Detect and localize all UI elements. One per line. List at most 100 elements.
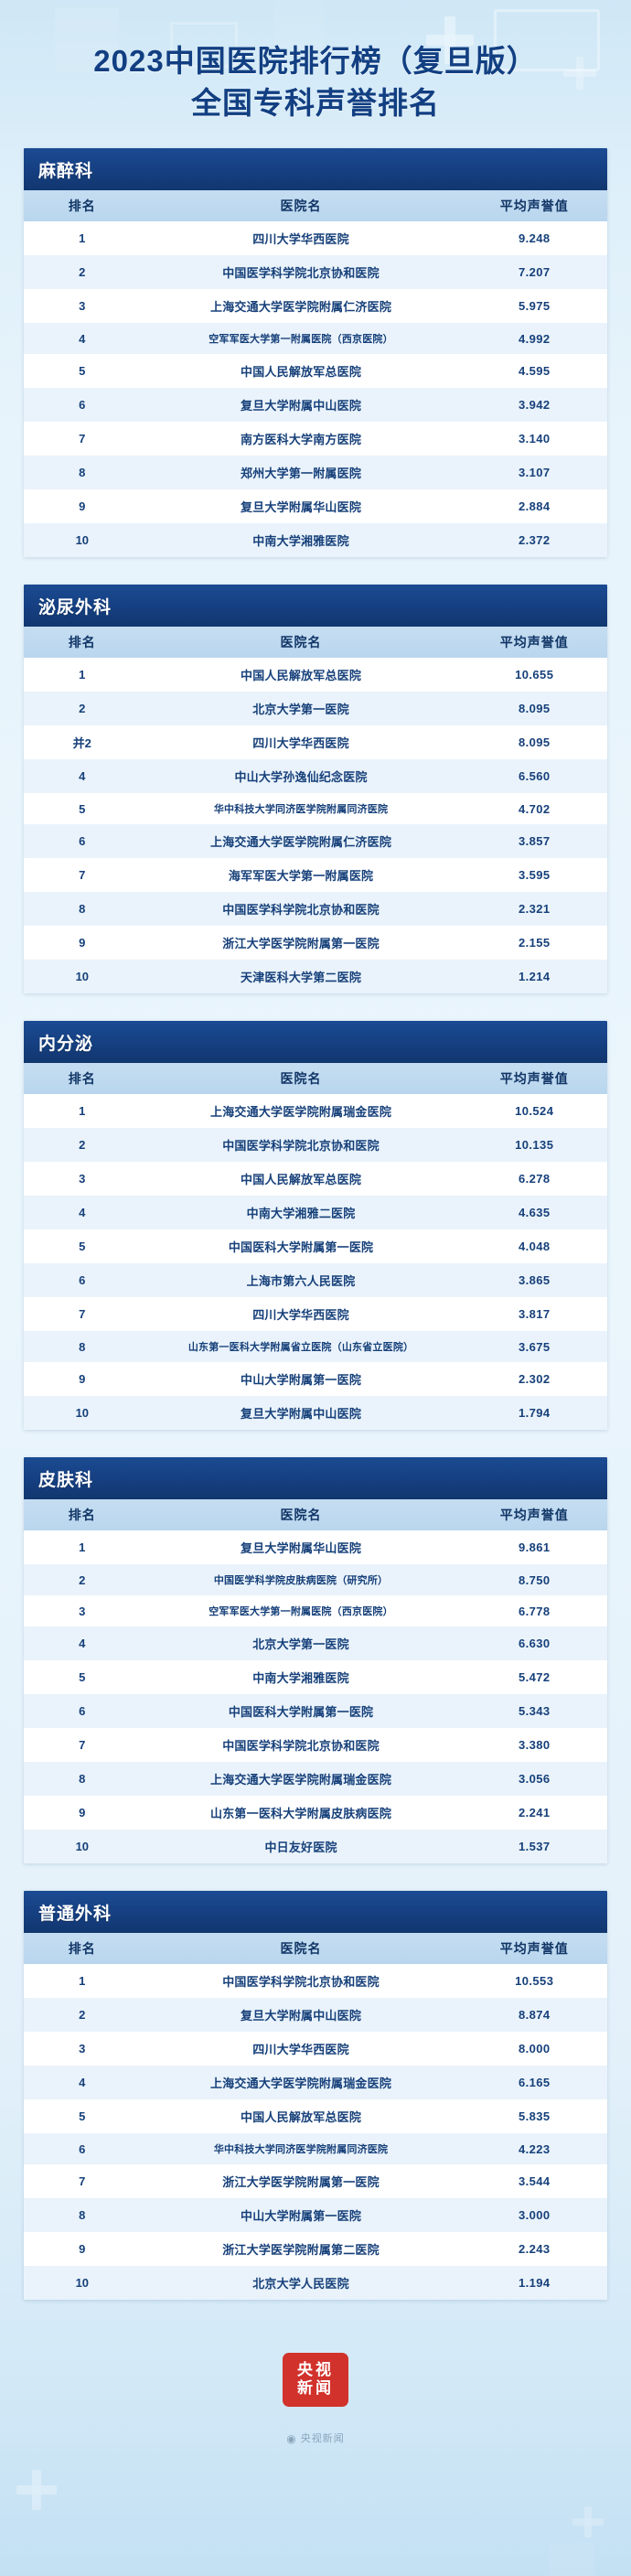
table-row: 9 浙江大学医学院附属第二医院 2.243: [24, 2232, 607, 2267]
cell-rank: 10: [75, 2276, 90, 2291]
column-header-hospital: 医院名: [140, 1499, 462, 1531]
cell-hospital: 中国医学科学院北京协和医院: [222, 1739, 380, 1754]
cell-rank: 6: [79, 2141, 86, 2156]
department-card: 麻醉科 排名 医院名 平均声誉值 1 四川大学华西医院 9.248 2 中国医学科学院北京协和医…: [24, 148, 607, 558]
cell-score: 3.140: [518, 432, 551, 446]
table-row: 8 上海交通大学医学院附属瑞金医院 3.056: [24, 1762, 607, 1797]
medical-cross-icon: [572, 2506, 604, 2538]
table-row: 3 上海交通大学医学院附属仁济医院 5.975: [24, 289, 607, 324]
cell-hospital: 山东第一医科大学附属省立医院（山东省立医院）: [187, 1342, 414, 1354]
cell-hospital: 上海交通大学医学院附属仁济医院: [210, 300, 392, 315]
cell-score: 6.630: [518, 1637, 551, 1651]
cell-hospital: 复旦大学附属中山医院: [241, 1407, 362, 1422]
cell-hospital: 中国医学科学院北京协和医院: [222, 1975, 380, 1990]
cell-rank: 3: [79, 2042, 86, 2056]
page-header: 2023中国医院排行榜（复旦版） 全国专科声誉排名: [0, 0, 631, 143]
department-tables: 麻醉科 排名 医院名 平均声誉值 1 四川大学华西医院 9.248 2 中国医学科学院北京协和医…: [0, 143, 631, 2301]
cell-hospital: 中山大学附属第一医院: [241, 1373, 362, 1388]
cell-score: 8.750: [518, 1572, 551, 1587]
cell-rank: 8: [79, 1772, 86, 1787]
table-row: 10 复旦大学附属中山医院 1.794: [24, 1396, 607, 1431]
column-header-score: 平均声誉值: [461, 1499, 607, 1531]
table-header-row: 排名 医院名 平均声誉值: [24, 190, 607, 222]
cell-score: 6.278: [518, 1172, 551, 1186]
column-header-score: 平均声誉值: [461, 1063, 607, 1095]
department-card: 普通外科 排名 医院名 平均声誉值 1 中国医学科学院北京协和医院 10.553 2 复旦大学附…: [24, 1891, 607, 2301]
cell-hospital: 郑州大学第一附属医院: [241, 467, 362, 481]
cell-hospital: 上海交通大学医学院附属瑞金医院: [210, 2077, 392, 2091]
cell-hospital: 复旦大学附属中山医院: [241, 2009, 362, 2023]
table-row: 10 中南大学湘雅医院 2.372: [24, 523, 607, 558]
cell-rank: 5: [79, 1670, 86, 1685]
table-row: 3 四川大学华西医院 8.000: [24, 2032, 607, 2066]
cell-score: 10.524: [515, 1104, 554, 1119]
cell-score: 2.241: [518, 1806, 551, 1820]
cell-hospital: 上海交通大学医学院附属仁济医院: [210, 835, 392, 850]
table-row: 2 中国医学科学院北京协和医院 7.207: [24, 255, 607, 290]
table-row: 3 中国人民解放军总医院 6.278: [24, 1162, 607, 1197]
cell-rank: 5: [79, 2109, 86, 2124]
cell-score: 8.000: [518, 2042, 551, 2056]
cell-hospital: 北京大学第一医院: [252, 1637, 349, 1652]
cell-rank: 8: [79, 902, 86, 917]
cell-score: 6.778: [518, 1604, 551, 1618]
footer-credit-text: 央视新闻: [300, 2432, 345, 2444]
table-row: 7 四川大学华西医院 3.817: [24, 1297, 607, 1332]
table-row: 6 上海市第六人民医院 3.865: [24, 1263, 607, 1298]
ranking-table: 排名 医院名 平均声誉值 1 四川大学华西医院 9.248 2 中国医学科学院北京协和医院 7.…: [24, 190, 607, 558]
column-header-rank: 排名: [24, 1933, 141, 1965]
column-header-hospital: 医院名: [140, 190, 462, 222]
cell-hospital: 空军军医大学第一附属医院（西京医院）: [209, 1606, 393, 1618]
cell-hospital: 复旦大学附属中山医院: [241, 399, 362, 413]
cell-score: 8.095: [518, 702, 551, 716]
table-row: 5 中国人民解放军总医院 5.835: [24, 2099, 607, 2134]
department-title: 泌尿外科: [24, 585, 607, 628]
cell-score: 3.942: [518, 398, 551, 413]
cell-score: 2.884: [518, 499, 551, 514]
cell-hospital: 北京大学人民医院: [252, 2277, 349, 2292]
cell-hospital: 上海市第六人民医院: [246, 1274, 356, 1289]
cell-score: 3.000: [518, 2208, 551, 2223]
cell-score: 2.243: [518, 2242, 551, 2257]
table-row: 5 中南大学湘雅医院 5.472: [24, 1660, 607, 1695]
cell-hospital: 浙江大学医学院附属第二医院: [222, 2243, 380, 2258]
cell-score: 1.214: [518, 970, 551, 984]
department-title: 麻醉科: [24, 148, 607, 191]
cell-score: 6.560: [518, 769, 551, 784]
page-title: 2023中国医院排行榜（复旦版）: [93, 44, 538, 78]
cell-rank: 8: [79, 2208, 86, 2223]
column-header-score: 平均声誉值: [461, 1933, 607, 1965]
cell-rank: 并2: [72, 736, 91, 751]
cell-rank: 7: [79, 1307, 86, 1322]
table-row: 8 中国医学科学院北京协和医院 2.321: [24, 892, 607, 927]
department-title: 皮肤科: [24, 1457, 607, 1500]
cell-rank: 1: [79, 1974, 86, 1989]
department-card: 内分泌 排名 医院名 平均声誉值 1 上海交通大学医学院附属瑞金医院 10.524 2 中国医学…: [24, 1021, 607, 1431]
cell-score: 2.155: [518, 936, 551, 950]
cell-hospital: 中日友好医院: [264, 1841, 337, 1855]
cell-hospital: 四川大学华西医院: [252, 736, 349, 751]
table-header-row: 排名 医院名 平均声誉值: [24, 1063, 607, 1095]
cell-rank: 6: [79, 398, 86, 413]
cell-rank: 4: [79, 331, 86, 346]
cell-rank: 4: [79, 1637, 86, 1651]
ranking-table: 排名 医院名 平均声誉值 1 上海交通大学医学院附属瑞金医院 10.524 2 中国医学科学院…: [24, 1063, 607, 1431]
column-header-score: 平均声誉值: [461, 190, 607, 222]
cell-score: 1.794: [518, 1406, 551, 1421]
cell-hospital: 中国医学科学院北京协和医院: [222, 903, 380, 918]
cell-hospital: 浙江大学医学院附属第一医院: [222, 2175, 380, 2190]
cell-rank: 1: [79, 1104, 86, 1119]
cell-hospital: 中国人民解放军总医院: [241, 669, 362, 683]
page-subtitle: 全国专科声誉排名: [191, 86, 440, 121]
cell-hospital: 四川大学华西医院: [252, 232, 349, 247]
cell-rank: 8: [79, 1339, 86, 1354]
cell-score: 4.048: [518, 1240, 551, 1254]
table-row: 10 中日友好医院 1.537: [24, 1830, 607, 1864]
weibo-icon: ◉: [286, 2431, 297, 2445]
cell-hospital: 华中科技大学同济医学院附属同济医院: [213, 804, 389, 816]
cell-hospital: 中山大学孙逸仙纪念医院: [234, 770, 368, 785]
column-header-hospital: 医院名: [140, 1933, 462, 1965]
cell-score: 1.537: [518, 1840, 551, 1854]
cell-rank: 7: [79, 868, 86, 883]
cell-score: 3.817: [518, 1307, 551, 1322]
